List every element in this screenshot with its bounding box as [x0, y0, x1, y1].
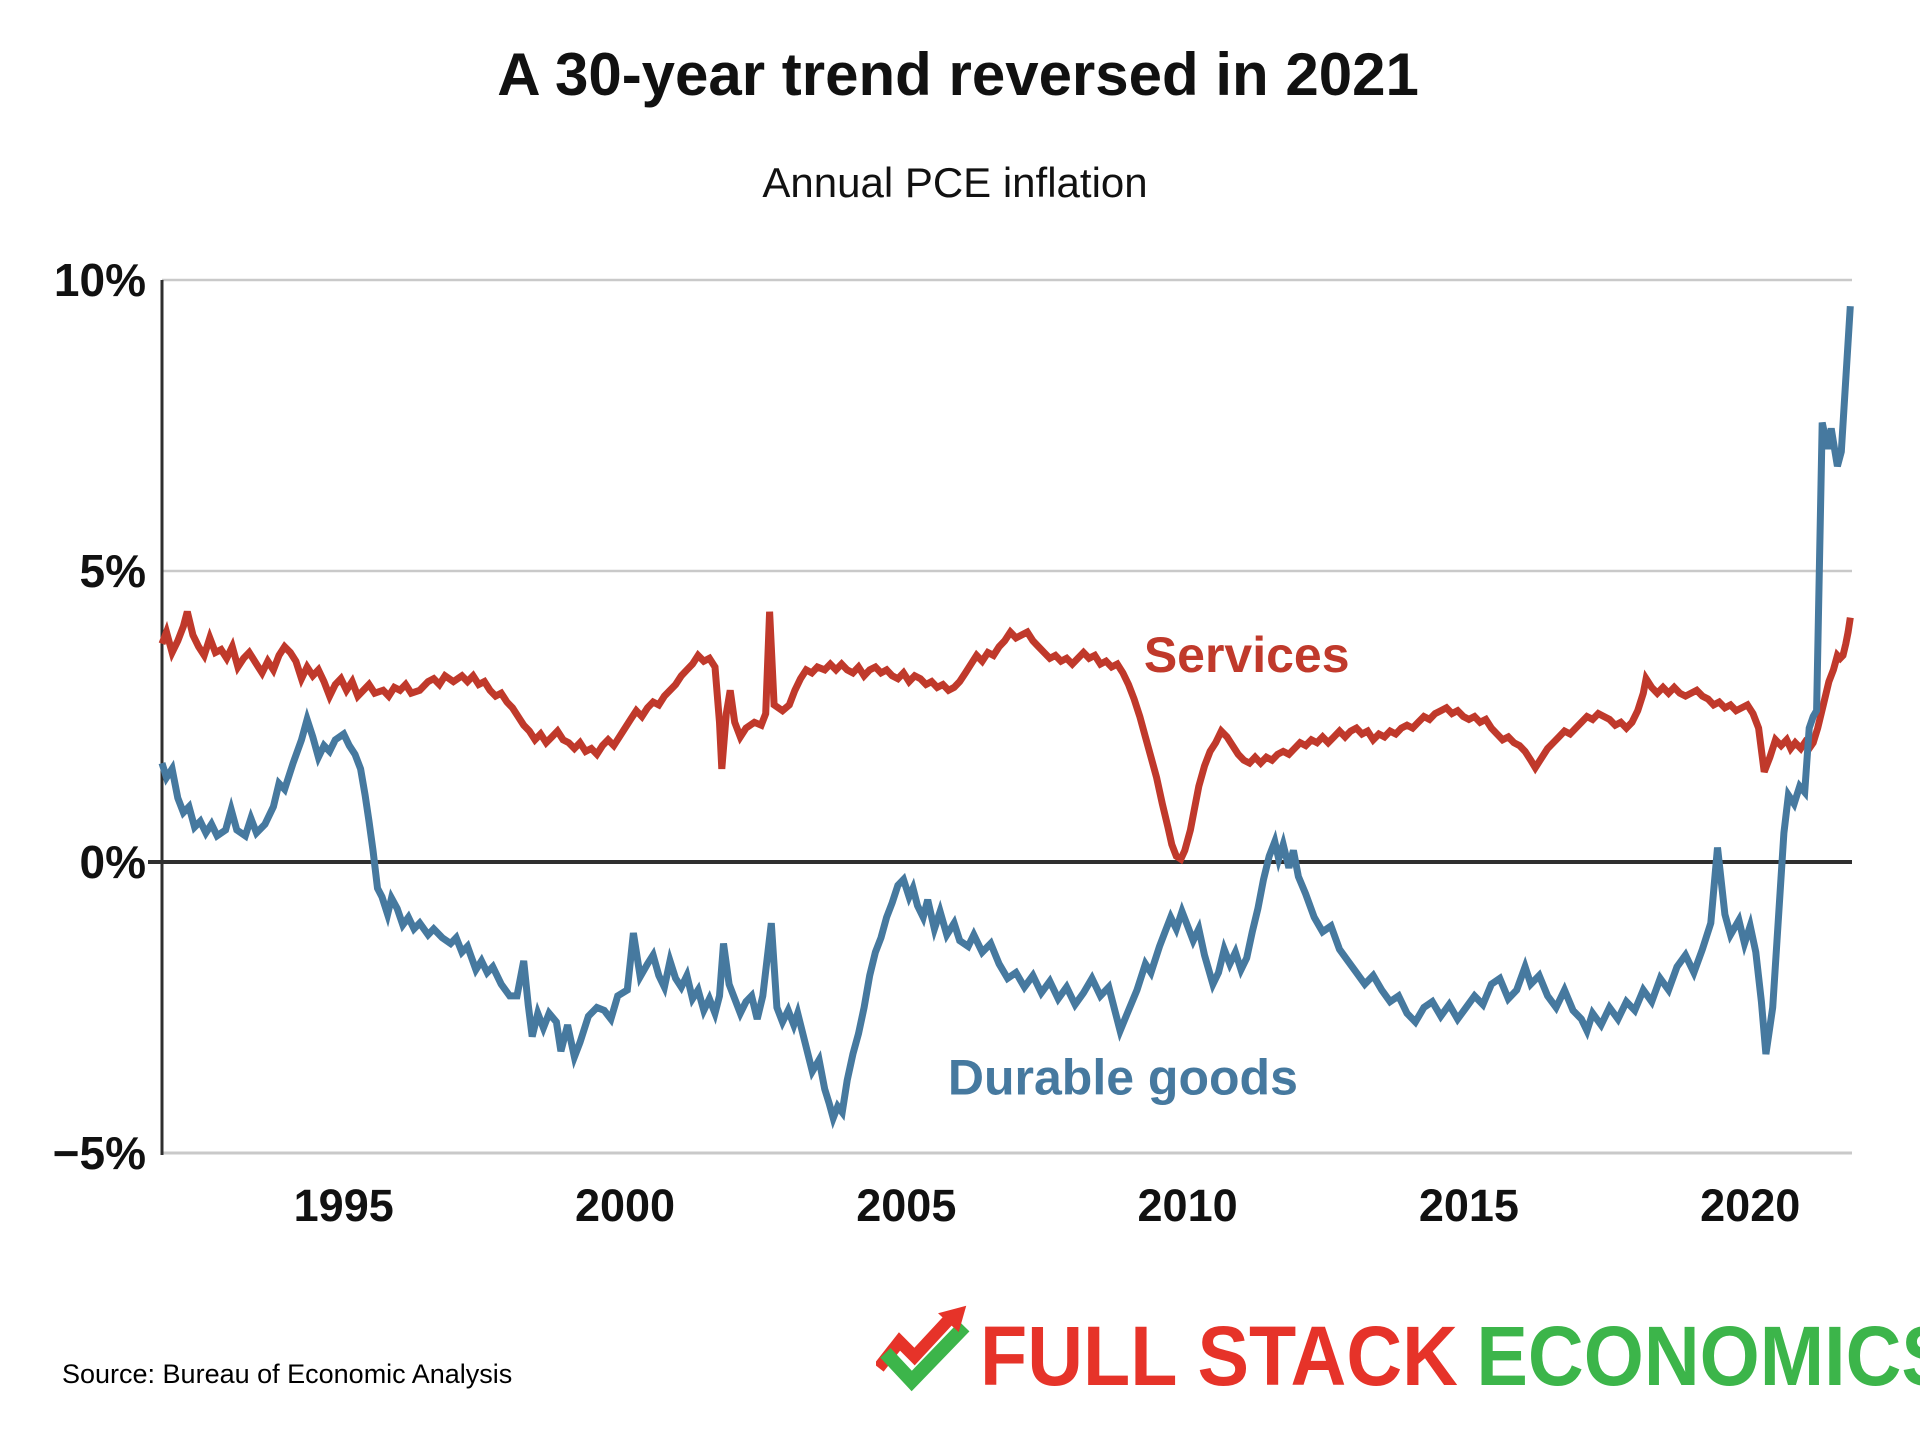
page-title: A 30-year trend reversed in 2021	[497, 41, 1419, 108]
x-axis-tick-label: 2000	[575, 1180, 675, 1231]
source-note: Source: Bureau of Economic Analysis	[62, 1359, 513, 1389]
full-stack-economics-logo: FULL STACK ECONOMICS	[876, 1300, 1920, 1398]
y-axis-tick-label: 10%	[54, 254, 146, 306]
series-line-durable-goods	[158, 305, 1854, 1130]
logo-full-stack: FULL STACK	[980, 1309, 1458, 1403]
y-axis-tick-label: −5%	[53, 1127, 146, 1179]
x-axis-tick-label: 2005	[856, 1180, 956, 1231]
x-axis-tick-label: 1995	[294, 1180, 394, 1231]
logo-economics: ECONOMICS	[1476, 1309, 1920, 1403]
series-label-durable-goods: Durable goods	[948, 1049, 1298, 1105]
y-axis-tick-label: 5%	[80, 545, 146, 597]
series-line-services	[158, 610, 1854, 865]
logo-wordmark: FULL STACK ECONOMICS	[980, 1314, 1920, 1398]
y-axis-tick-label: 0%	[80, 836, 146, 888]
x-axis-tick-label: 2010	[1138, 1180, 1238, 1231]
arrow-head	[938, 1305, 967, 1333]
trend-arrow-check-icon	[876, 1305, 970, 1392]
chart-subtitle: Annual PCE inflation	[762, 159, 1148, 206]
series-label-services: Services	[1144, 627, 1350, 683]
x-axis-tick-label: 2020	[1700, 1180, 1800, 1231]
check-line	[880, 1321, 970, 1392]
x-axis-tick-label: 2015	[1419, 1180, 1519, 1231]
